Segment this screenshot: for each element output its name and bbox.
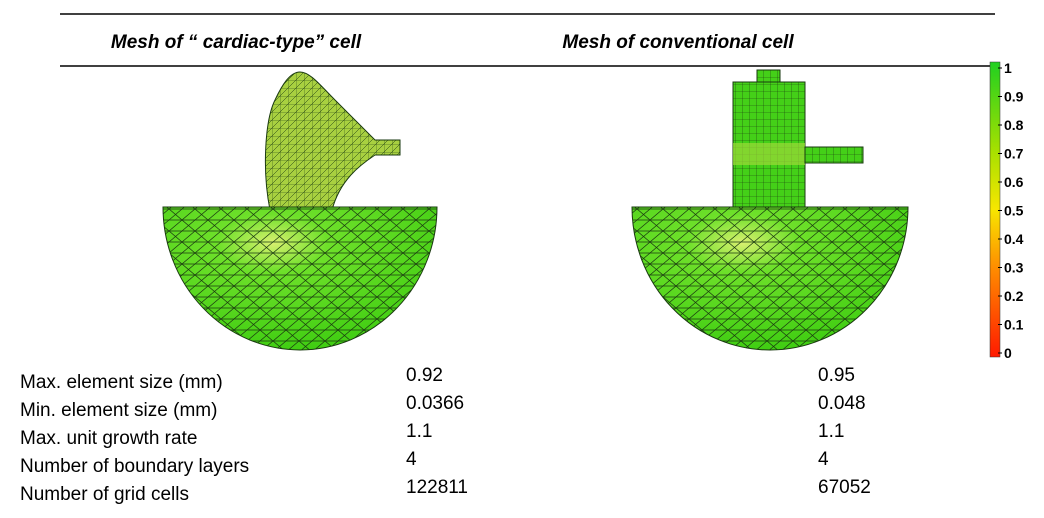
colorbar-label: 0.9 bbox=[1004, 89, 1024, 105]
cell-value: 4 bbox=[818, 449, 829, 470]
colorbar-label: 1 bbox=[1004, 60, 1012, 76]
cell-value: 0.0366 bbox=[406, 393, 464, 414]
cell-value: 1.1 bbox=[406, 421, 432, 442]
colorbar-label: 0.7 bbox=[1004, 146, 1024, 162]
row-label: Min. element size (mm) bbox=[20, 400, 217, 421]
column-title: Mesh of conventional cell bbox=[562, 32, 794, 53]
figure: Mesh of “ cardiac-type” cell Mesh of con… bbox=[0, 0, 1044, 518]
colorbar-label: 0.3 bbox=[1004, 260, 1024, 276]
colorbar-label: 0.6 bbox=[1004, 174, 1024, 190]
colorbar-label: 0.2 bbox=[1004, 288, 1024, 304]
cell-value: 4 bbox=[406, 449, 417, 470]
cell-value: 1.1 bbox=[818, 421, 844, 442]
cell-value: 122811 bbox=[406, 477, 468, 498]
colorbar-label: 0.5 bbox=[1004, 203, 1024, 219]
colorbar-label: 0.8 bbox=[1004, 117, 1024, 133]
cardiac-mesh bbox=[163, 72, 437, 350]
row-label: Max. element size (mm) bbox=[20, 372, 223, 393]
colorbar-label: 0.4 bbox=[1004, 231, 1024, 247]
colorbar-label: 0.1 bbox=[1004, 317, 1024, 333]
cell-value: 0.95 bbox=[818, 365, 855, 386]
cell-value: 67052 bbox=[818, 477, 871, 498]
row-label: Number of grid cells bbox=[20, 484, 189, 505]
row-label: Number of boundary layers bbox=[20, 456, 249, 477]
row-label: Max. unit growth rate bbox=[20, 428, 197, 449]
colorbar bbox=[990, 62, 1000, 357]
column-title: Mesh of “ cardiac-type” cell bbox=[111, 32, 362, 53]
conventional-mesh bbox=[632, 70, 908, 350]
cell-value: 0.048 bbox=[818, 393, 866, 414]
cell-value: 0.92 bbox=[406, 365, 443, 386]
colorbar-label: 0 bbox=[1004, 345, 1012, 361]
